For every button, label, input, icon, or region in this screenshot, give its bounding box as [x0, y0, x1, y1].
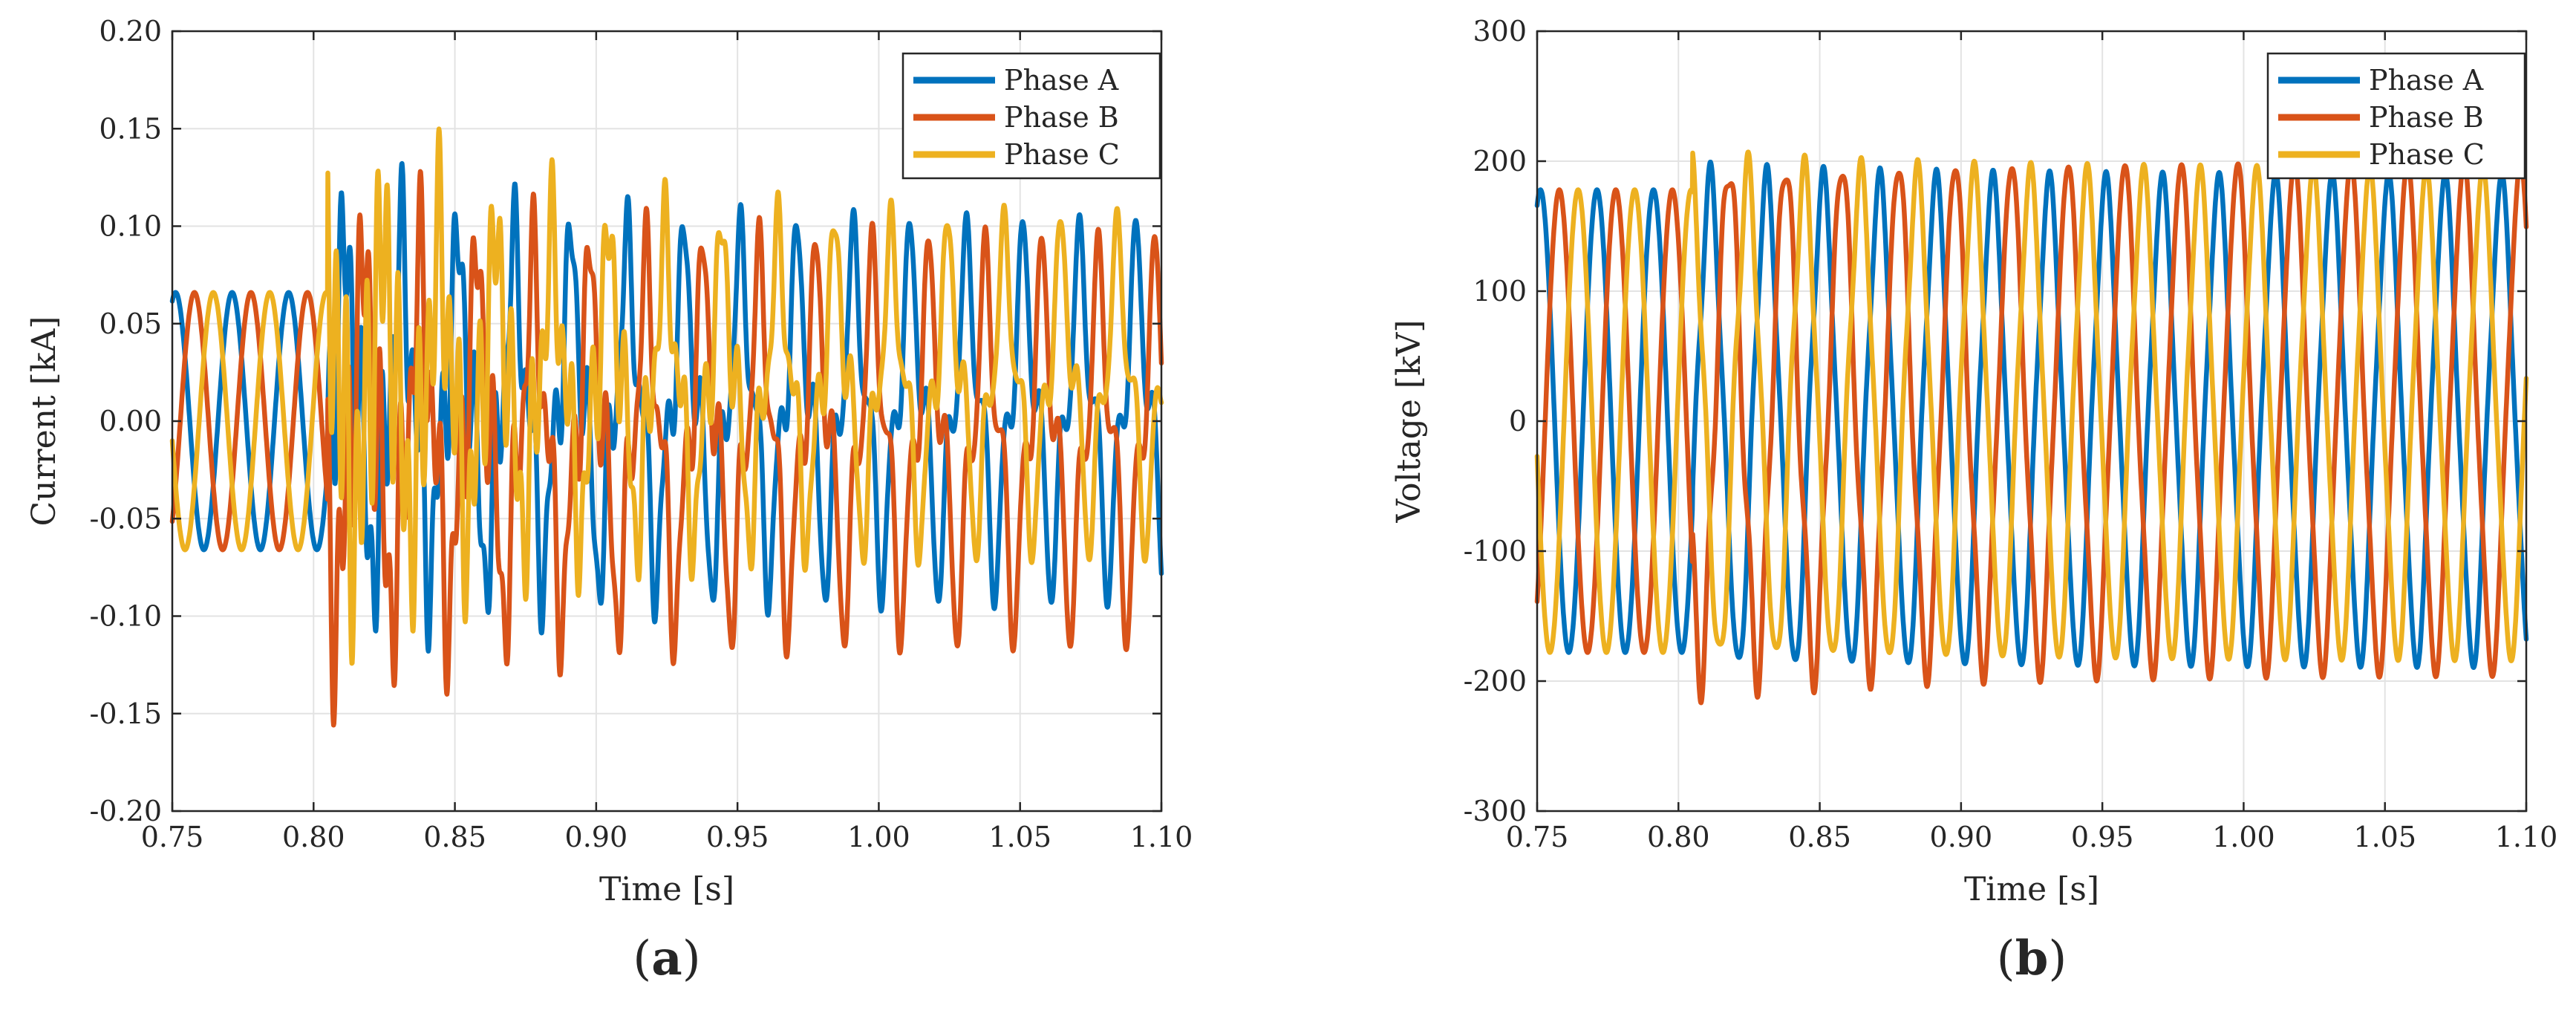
- x-tick-label: 1.00: [2212, 821, 2275, 853]
- y-tick-label: 0.00: [99, 405, 162, 437]
- legend: Phase A Phase B Phase C: [2266, 52, 2526, 180]
- chart-panel-current: 0.75 0.80 0.85 0.90 0.95 1.00 1.05 1.10 -0.20 -0.…: [25, 15, 1193, 986]
- series-line-phase-c: [169, 126, 1164, 666]
- legend-label-phase-b: Phase B: [1004, 101, 1119, 134]
- x-tick-label: 0.80: [1647, 821, 1710, 853]
- y-tick-label: -0.20: [90, 795, 162, 827]
- x-tick-label: 0.90: [1930, 821, 1993, 853]
- y-tick-label: -200: [1464, 665, 1527, 697]
- y-tick-label: 0.15: [99, 112, 162, 145]
- legend: Phase A Phase B Phase C: [901, 52, 1161, 180]
- y-tick-label: 200: [1473, 145, 1527, 178]
- x-tick-label: 0.95: [2071, 821, 2134, 853]
- x-tick-label: 1.10: [1130, 821, 1193, 853]
- chart-panel-voltage: 0.75 0.80 0.85 0.90 0.95 1.00 1.05 1.10 -300 -200…: [1390, 15, 2557, 986]
- x-axis-title: Time [s]: [1964, 870, 2099, 908]
- y-tick-label: -100: [1464, 535, 1527, 567]
- legend-label-phase-b: Phase B: [2369, 101, 2484, 134]
- y-tick-label: 0: [1509, 405, 1527, 437]
- x-tick-label: 1.10: [2495, 821, 2558, 853]
- y-tick-label: 100: [1473, 275, 1527, 307]
- y-tick-label: 0.20: [99, 15, 162, 48]
- x-tick-label: 0.85: [423, 821, 486, 853]
- panel-label-letter: b: [2015, 931, 2049, 986]
- x-axis-title: Time [s]: [599, 870, 734, 908]
- x-tick-label: 1.00: [847, 821, 910, 853]
- y-tick-label: -0.10: [90, 600, 162, 633]
- y-tick-label: 300: [1473, 15, 1527, 48]
- x-tick-label: 0.80: [282, 821, 345, 853]
- legend-label-phase-c: Phase C: [1004, 138, 1120, 171]
- x-tick-label: 0.85: [1788, 821, 1851, 853]
- y-tick-label: -300: [1464, 795, 1527, 827]
- y-axis-title: Current [kA]: [25, 316, 63, 527]
- y-tick-label: -0.15: [90, 697, 162, 730]
- series-line-phase-a: [1534, 160, 2529, 670]
- legend-label-phase-a: Phase A: [2369, 64, 2484, 97]
- series-line-phase-b: [1534, 159, 2529, 706]
- legend-label-phase-c: Phase C: [2369, 138, 2485, 171]
- y-tick-label: -0.05: [90, 502, 162, 535]
- x-tick-label: 0.90: [565, 821, 628, 853]
- panel-label-letter: a: [651, 931, 682, 986]
- x-tick-label: 0.75: [141, 821, 204, 853]
- x-tick-label: 0.95: [706, 821, 769, 853]
- series-line-phase-c: [1534, 149, 2529, 663]
- y-tick-label: 0.05: [99, 307, 162, 340]
- y-tick-label: 0.10: [99, 210, 162, 243]
- series-line-phase-b: [169, 169, 1164, 728]
- legend-label-phase-a: Phase A: [1004, 64, 1119, 97]
- y-axis-title: Voltage [kV]: [1390, 319, 1428, 523]
- x-tick-label: 1.05: [988, 821, 1051, 853]
- panel-label-b: (b): [1997, 931, 2067, 986]
- x-tick-label: 1.05: [2353, 821, 2416, 853]
- panel-label-a: (a): [633, 931, 700, 986]
- x-tick-label: 0.75: [1506, 821, 1569, 853]
